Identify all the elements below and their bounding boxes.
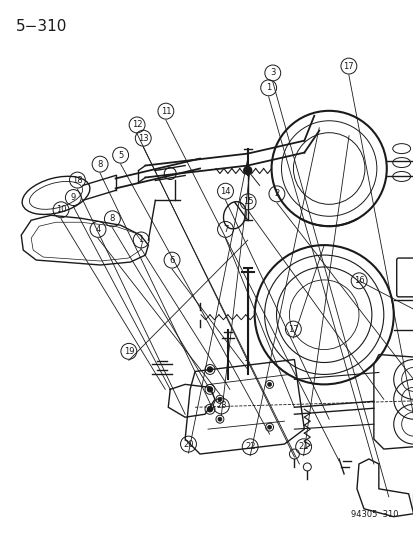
Text: 14: 14 — [220, 187, 230, 196]
Circle shape — [243, 166, 251, 174]
Circle shape — [267, 425, 271, 429]
Text: 5−310: 5−310 — [16, 19, 67, 34]
Text: 16: 16 — [353, 276, 363, 285]
Text: 5: 5 — [118, 151, 123, 160]
Text: 20: 20 — [183, 440, 193, 449]
FancyBboxPatch shape — [396, 258, 413, 297]
Text: 1: 1 — [266, 83, 271, 92]
Text: 7: 7 — [222, 225, 228, 234]
Text: 13: 13 — [138, 134, 148, 143]
Circle shape — [267, 382, 271, 386]
Text: 11: 11 — [160, 107, 171, 116]
Circle shape — [217, 397, 221, 401]
Text: 17: 17 — [343, 62, 354, 70]
Text: 2: 2 — [274, 189, 279, 198]
Circle shape — [207, 387, 212, 392]
Text: 9: 9 — [71, 193, 76, 202]
Text: 15: 15 — [242, 197, 253, 206]
Text: 3: 3 — [269, 68, 275, 77]
Text: 4: 4 — [95, 225, 100, 234]
Text: 12: 12 — [131, 120, 142, 130]
Text: 23: 23 — [216, 401, 226, 410]
Text: 22: 22 — [244, 442, 255, 451]
Text: 6: 6 — [169, 256, 174, 265]
Circle shape — [207, 407, 212, 411]
Text: 94305  310: 94305 310 — [350, 510, 398, 519]
Text: 10: 10 — [56, 205, 66, 214]
Circle shape — [217, 417, 221, 421]
Text: 18: 18 — [72, 175, 83, 184]
Circle shape — [207, 367, 212, 372]
Text: 17: 17 — [287, 325, 298, 334]
Text: 1: 1 — [138, 236, 143, 245]
Text: 21: 21 — [298, 442, 308, 451]
Text: 8: 8 — [109, 214, 115, 223]
Text: 8: 8 — [97, 160, 102, 168]
Text: 19: 19 — [123, 347, 134, 356]
